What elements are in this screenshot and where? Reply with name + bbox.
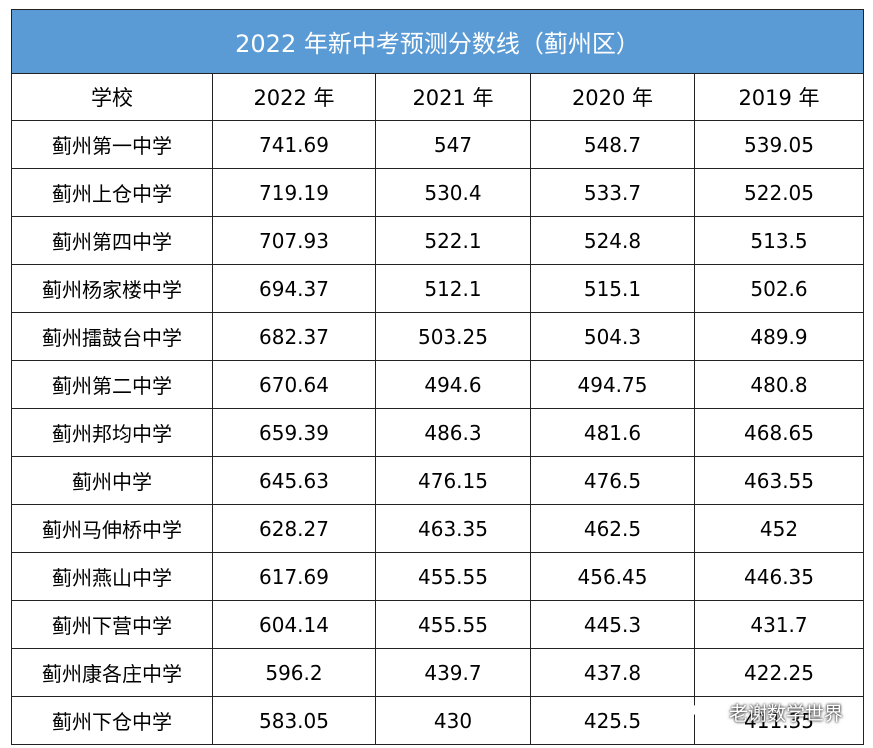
score-table: 2022 年新中考预测分数线（蓟州区） 学校 2022 年 2021 年 202… (10, 9, 865, 745)
cell-score-2020: 504.3 (530, 312, 695, 361)
cell-score-2019: 522.05 (693, 168, 865, 217)
cell-score-2022: 670.64 (212, 360, 376, 409)
table-row: 蓟州下仓中学 583.05 430 425.5 411.35 (11, 696, 865, 745)
cell-score-2022: 604.14 (212, 600, 376, 649)
cell-score-2022: 617.69 (212, 552, 376, 601)
cell-school: 蓟州擂鼓台中学 (11, 312, 213, 361)
cell-score-2022: 583.05 (212, 696, 376, 745)
cell-school: 蓟州第一中学 (11, 120, 213, 169)
cell-score-2022: 659.39 (212, 408, 376, 457)
cell-score-2020: 476.5 (530, 456, 695, 505)
cell-score-2019: 502.6 (693, 264, 865, 313)
cell-score-2019: 411.35 (693, 696, 865, 745)
cell-school: 蓟州上仓中学 (11, 168, 213, 217)
table-row: 蓟州康各庄中学 596.2 439.7 437.8 422.25 (11, 648, 865, 697)
table-row: 蓟州第二中学 670.64 494.6 494.75 480.8 (11, 360, 865, 409)
watermark: 老谢数学世界 (692, 699, 843, 726)
cell-score-2020: 462.5 (530, 504, 695, 553)
table-row: 蓟州邦均中学 659.39 486.3 481.6 468.65 (11, 408, 865, 457)
cell-score-2021: 463.35 (375, 504, 531, 553)
table-row: 蓟州擂鼓台中学 682.37 503.25 504.3 489.9 (11, 312, 865, 361)
header-row: 学校 2022 年 2021 年 2020 年 2019 年 (11, 73, 865, 121)
header-2020: 2020 年 (530, 73, 695, 121)
cell-score-2020: 548.7 (530, 120, 695, 169)
cell-score-2021: 439.7 (375, 648, 531, 697)
cell-school: 蓟州邦均中学 (11, 408, 213, 457)
table-row: 蓟州第四中学 707.93 522.1 524.8 513.5 (11, 216, 865, 265)
cell-score-2020: 481.6 (530, 408, 695, 457)
cell-score-2022: 645.63 (212, 456, 376, 505)
cell-score-2022: 741.69 (212, 120, 376, 169)
table-row: 蓟州下营中学 604.14 455.55 445.3 431.7 (11, 600, 865, 649)
cell-score-2022: 719.19 (212, 168, 376, 217)
cell-score-2021: 522.1 (375, 216, 531, 265)
cell-score-2022: 694.37 (212, 264, 376, 313)
cell-score-2020: 533.7 (530, 168, 695, 217)
cell-school: 蓟州燕山中学 (11, 552, 213, 601)
cell-score-2021: 547 (375, 120, 531, 169)
cell-school: 蓟州中学 (11, 456, 213, 505)
cell-score-2019: 463.55 (693, 456, 865, 505)
cell-school: 蓟州马伸桥中学 (11, 504, 213, 553)
cell-score-2021: 430 (375, 696, 531, 745)
table-row: 蓟州中学 645.63 476.15 476.5 463.55 (11, 456, 865, 505)
cell-score-2020: 445.3 (530, 600, 695, 649)
cell-school: 蓟州杨家楼中学 (11, 264, 213, 313)
cell-school: 蓟州第二中学 (11, 360, 213, 409)
cell-score-2021: 512.1 (375, 264, 531, 313)
cell-score-2021: 455.55 (375, 600, 531, 649)
cell-score-2019: 468.65 (693, 408, 865, 457)
cell-school: 蓟州康各庄中学 (11, 648, 213, 697)
cell-score-2019: 452 (693, 504, 865, 553)
cell-score-2021: 476.15 (375, 456, 531, 505)
cell-score-2021: 494.6 (375, 360, 531, 409)
cell-school: 蓟州下仓中学 (11, 696, 213, 745)
table-row: 蓟州第一中学 741.69 547 548.7 539.05 (11, 120, 865, 169)
cell-score-2021: 530.4 (375, 168, 531, 217)
cell-score-2021: 486.3 (375, 408, 531, 457)
table-row: 蓟州马伸桥中学 628.27 463.35 462.5 452 (11, 504, 865, 553)
cell-school: 蓟州下营中学 (11, 600, 213, 649)
cell-score-2022: 682.37 (212, 312, 376, 361)
table-title: 2022 年新中考预测分数线（蓟州区） (10, 9, 865, 74)
cell-score-2019: 489.9 (693, 312, 865, 361)
cell-score-2020: 437.8 (530, 648, 695, 697)
table-row: 蓟州上仓中学 719.19 530.4 533.7 522.05 (11, 168, 865, 217)
title-row: 2022 年新中考预测分数线（蓟州区） (10, 9, 865, 74)
cell-score-2020: 515.1 (530, 264, 695, 313)
cell-score-2022: 707.93 (212, 216, 376, 265)
cell-score-2020: 456.45 (530, 552, 695, 601)
header-school: 学校 (11, 73, 213, 121)
table-row: 蓟州燕山中学 617.69 455.55 456.45 446.35 (11, 552, 865, 601)
cell-score-2019: 431.7 (693, 600, 865, 649)
cell-score-2022: 628.27 (212, 504, 376, 553)
header-2021: 2021 年 (375, 73, 531, 121)
cell-score-2020: 425.5 (530, 696, 695, 745)
header-2022: 2022 年 (212, 73, 376, 121)
table-body: 蓟州第一中学 741.69 547 548.7 539.05 蓟州上仓中学 719.19 53… (11, 120, 865, 745)
cell-score-2021: 503.25 (375, 312, 531, 361)
cell-score-2020: 524.8 (530, 216, 695, 265)
cell-score-2021: 455.55 (375, 552, 531, 601)
cell-school: 蓟州第四中学 (11, 216, 213, 265)
cell-score-2019: 513.5 (693, 216, 865, 265)
cell-score-2022: 596.2 (212, 648, 376, 697)
watermark-text: 老谢数学世界 (728, 703, 843, 725)
header-2019: 2019 年 (693, 73, 865, 121)
cell-score-2019: 480.8 (693, 360, 865, 409)
wechat-icon (692, 700, 722, 724)
cell-score-2019: 539.05 (693, 120, 865, 169)
cell-score-2019: 422.25 (693, 648, 865, 697)
cell-score-2019: 446.35 (693, 552, 865, 601)
table-row: 蓟州杨家楼中学 694.37 512.1 515.1 502.6 (11, 264, 865, 313)
cell-score-2020: 494.75 (530, 360, 695, 409)
